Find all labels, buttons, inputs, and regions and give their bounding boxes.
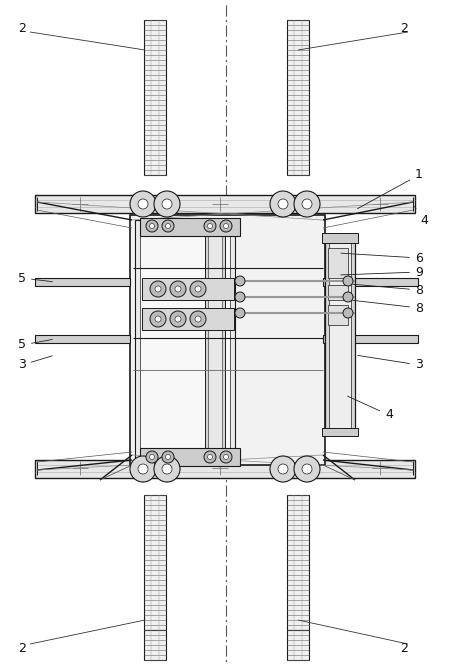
Text: 8: 8 [352, 301, 422, 315]
Circle shape [154, 456, 179, 482]
Circle shape [175, 286, 180, 292]
Text: 3: 3 [357, 356, 422, 372]
Circle shape [293, 456, 319, 482]
Circle shape [170, 311, 186, 327]
Circle shape [207, 223, 212, 229]
Circle shape [175, 316, 180, 322]
Circle shape [269, 191, 295, 217]
Text: 3: 3 [18, 356, 52, 372]
Circle shape [342, 308, 352, 318]
Circle shape [149, 454, 154, 460]
Bar [144, 20, 166, 175]
Text: 9: 9 [340, 266, 422, 278]
Circle shape [301, 199, 311, 209]
Bar [35, 195, 414, 213]
Bar [327, 285, 347, 300]
Circle shape [203, 451, 216, 463]
Circle shape [235, 308, 244, 318]
Circle shape [146, 451, 158, 463]
Circle shape [342, 292, 352, 302]
Circle shape [203, 220, 216, 232]
Circle shape [150, 311, 166, 327]
Bar [144, 630, 166, 660]
Text: 5: 5 [18, 272, 52, 285]
Circle shape [189, 281, 206, 297]
Bar [35, 335, 130, 343]
Text: 1: 1 [357, 168, 422, 209]
Bar [321, 428, 357, 436]
Bar [35, 278, 130, 286]
Circle shape [220, 220, 231, 232]
Text: 8: 8 [352, 284, 422, 297]
Bar [286, 630, 308, 660]
Circle shape [269, 456, 295, 482]
Circle shape [146, 220, 158, 232]
Bar [35, 460, 414, 478]
Circle shape [155, 316, 161, 322]
Bar [321, 233, 357, 243]
Circle shape [165, 454, 170, 460]
Circle shape [130, 191, 156, 217]
Circle shape [189, 311, 206, 327]
Bar [322, 335, 417, 343]
Circle shape [220, 451, 231, 463]
Circle shape [149, 223, 154, 229]
Text: 2: 2 [18, 641, 26, 654]
Circle shape [342, 276, 352, 286]
Circle shape [130, 456, 156, 482]
Circle shape [277, 199, 287, 209]
Circle shape [165, 223, 170, 229]
Circle shape [293, 191, 319, 217]
Circle shape [161, 199, 172, 209]
Bar [328, 240, 350, 430]
Circle shape [194, 316, 201, 322]
Circle shape [235, 292, 244, 302]
Circle shape [223, 223, 228, 229]
Bar [140, 448, 239, 466]
Circle shape [161, 220, 174, 232]
Bar [324, 235, 354, 435]
Bar [327, 305, 347, 325]
Bar [286, 495, 308, 630]
Bar [286, 20, 308, 175]
Bar [205, 218, 225, 464]
Circle shape [194, 286, 201, 292]
Circle shape [161, 464, 172, 474]
Bar [327, 248, 347, 278]
Circle shape [207, 454, 212, 460]
Circle shape [155, 286, 161, 292]
Bar [144, 495, 166, 630]
Text: 2: 2 [399, 21, 407, 34]
Text: 5: 5 [18, 338, 52, 352]
Circle shape [301, 464, 311, 474]
Circle shape [150, 281, 166, 297]
Circle shape [138, 464, 147, 474]
Circle shape [138, 199, 147, 209]
Circle shape [170, 281, 186, 297]
Circle shape [235, 276, 244, 286]
Circle shape [154, 191, 179, 217]
Bar [140, 218, 239, 236]
Bar [142, 278, 234, 300]
Text: 2: 2 [399, 641, 407, 654]
Text: 6: 6 [340, 252, 422, 264]
Bar [140, 225, 230, 455]
Circle shape [277, 464, 287, 474]
Bar [142, 308, 234, 330]
Bar [207, 220, 221, 462]
Circle shape [223, 454, 228, 460]
Text: 4: 4 [414, 206, 427, 227]
Bar [135, 220, 235, 460]
Text: 4: 4 [347, 396, 392, 421]
Text: 2: 2 [18, 21, 26, 34]
Bar [130, 215, 324, 465]
Bar [322, 278, 417, 286]
Circle shape [161, 451, 174, 463]
